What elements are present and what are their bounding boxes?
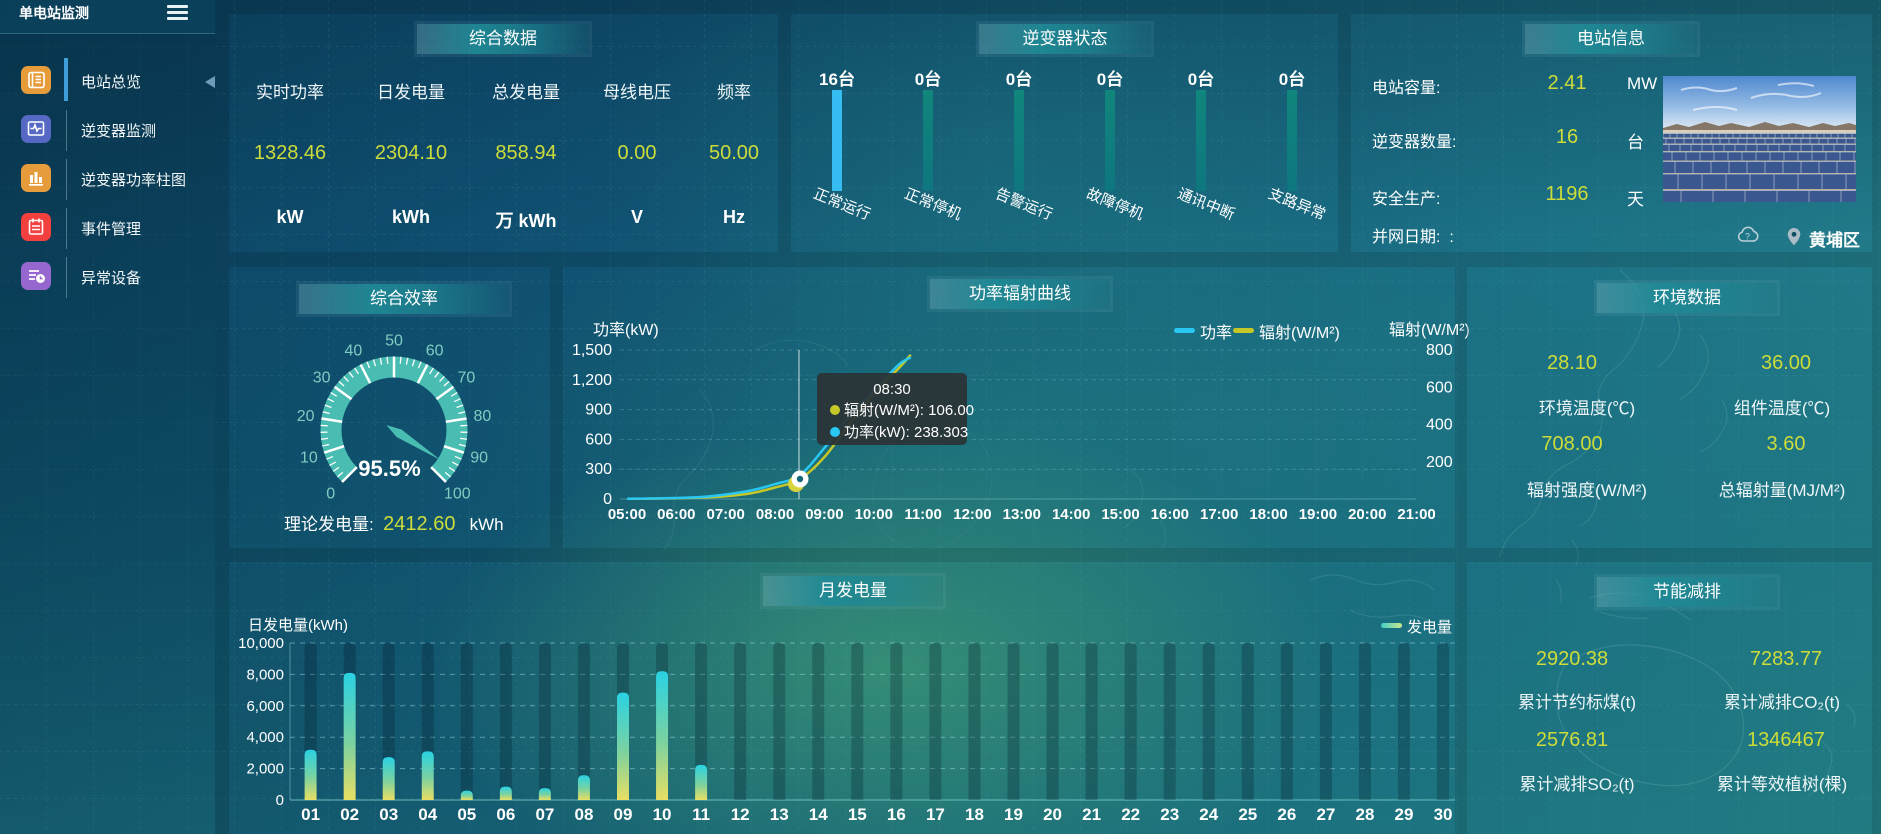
svg-text:08:00: 08:00 [756, 506, 794, 523]
svg-text:6,000: 6,000 [246, 698, 284, 715]
svg-text:20: 20 [297, 408, 315, 425]
svg-text:14:00: 14:00 [1052, 506, 1090, 523]
svg-text:29: 29 [1395, 805, 1414, 824]
svg-text:80: 80 [473, 408, 491, 425]
svg-text:10:00: 10:00 [855, 506, 893, 523]
svg-text:24: 24 [1199, 805, 1218, 824]
svg-text:800: 800 [1426, 342, 1453, 359]
svg-text:17:00: 17:00 [1200, 506, 1238, 523]
svg-text:600: 600 [585, 431, 612, 448]
svg-text:14: 14 [809, 805, 828, 824]
svg-text:1,500: 1,500 [572, 342, 612, 359]
svg-text:0: 0 [326, 485, 335, 502]
svg-text:06: 06 [496, 805, 515, 824]
svg-text:18:00: 18:00 [1249, 506, 1287, 523]
svg-text:600: 600 [1426, 379, 1453, 396]
svg-text:16:00: 16:00 [1151, 506, 1189, 523]
svg-text:功率: 功率 [1200, 324, 1232, 342]
svg-text:05: 05 [457, 805, 476, 824]
svg-text:21:00: 21:00 [1397, 506, 1435, 523]
svg-text:21: 21 [1082, 805, 1101, 824]
svg-text:19:00: 19:00 [1299, 506, 1337, 523]
svg-text:功率(kW): 238.303: 功率(kW): 238.303 [844, 424, 968, 441]
svg-text:04: 04 [418, 805, 437, 824]
svg-text:02: 02 [340, 805, 359, 824]
svg-text:15: 15 [848, 805, 867, 824]
svg-text:2,000: 2,000 [246, 761, 284, 778]
svg-text:07: 07 [535, 805, 554, 824]
svg-text:4,000: 4,000 [246, 729, 284, 746]
svg-text:25: 25 [1238, 805, 1257, 824]
svg-text:13:00: 13:00 [1003, 506, 1041, 523]
svg-text:30: 30 [313, 369, 331, 386]
svg-text:60: 60 [426, 342, 444, 359]
svg-text:12:00: 12:00 [953, 506, 991, 523]
svg-text:1,200: 1,200 [572, 372, 612, 389]
svg-text:03: 03 [379, 805, 398, 824]
svg-text:10: 10 [300, 450, 318, 467]
svg-text:05:00: 05:00 [608, 506, 646, 523]
svg-text:10: 10 [653, 805, 672, 824]
svg-text:18: 18 [965, 805, 984, 824]
svg-text:28: 28 [1355, 805, 1374, 824]
svg-text:23: 23 [1160, 805, 1179, 824]
svg-text:07:00: 07:00 [707, 506, 745, 523]
svg-text:900: 900 [585, 402, 612, 419]
svg-text:50: 50 [385, 333, 403, 350]
svg-text:40: 40 [344, 342, 362, 359]
svg-text:200: 200 [1426, 454, 1453, 471]
svg-text:辐射(W/M²): 辐射(W/M²) [1259, 324, 1340, 342]
svg-text:辐射(W/M²): 辐射(W/M²) [1389, 321, 1470, 339]
svg-text:辐射(W/M²): 106.00: 辐射(W/M²): 106.00 [844, 402, 974, 419]
svg-text:27: 27 [1316, 805, 1335, 824]
svg-text:08: 08 [574, 805, 593, 824]
svg-text:08:30: 08:30 [873, 381, 911, 398]
svg-text:8,000: 8,000 [246, 666, 284, 683]
svg-text:11:00: 11:00 [904, 506, 942, 523]
svg-text:20:00: 20:00 [1348, 506, 1386, 523]
svg-text:?: ? [1745, 232, 1750, 242]
svg-text:10,000: 10,000 [238, 635, 284, 652]
svg-text:70: 70 [458, 369, 476, 386]
svg-text:17: 17 [926, 805, 945, 824]
svg-text:22: 22 [1121, 805, 1140, 824]
svg-text:13: 13 [770, 805, 789, 824]
svg-text:20: 20 [1043, 805, 1062, 824]
svg-text:01: 01 [301, 805, 320, 824]
svg-text:400: 400 [1426, 417, 1453, 434]
svg-text:90: 90 [470, 450, 488, 467]
svg-text:发电量: 发电量 [1407, 619, 1452, 636]
svg-text:09:00: 09:00 [805, 506, 843, 523]
svg-text:11: 11 [692, 805, 710, 824]
svg-text:300: 300 [585, 461, 612, 478]
svg-text:12: 12 [731, 805, 750, 824]
svg-text:09: 09 [614, 805, 633, 824]
svg-text:15:00: 15:00 [1101, 506, 1139, 523]
svg-text:100: 100 [444, 485, 471, 502]
svg-text:30: 30 [1434, 805, 1453, 824]
svg-text:19: 19 [1004, 805, 1023, 824]
svg-text:16: 16 [887, 805, 906, 824]
svg-text:06:00: 06:00 [657, 506, 695, 523]
svg-text:日发电量(kWh): 日发电量(kWh) [248, 617, 348, 634]
svg-text:26: 26 [1277, 805, 1296, 824]
svg-text:功率(kW): 功率(kW) [593, 321, 659, 339]
svg-text:0: 0 [276, 792, 284, 809]
svg-text:0: 0 [603, 491, 612, 508]
